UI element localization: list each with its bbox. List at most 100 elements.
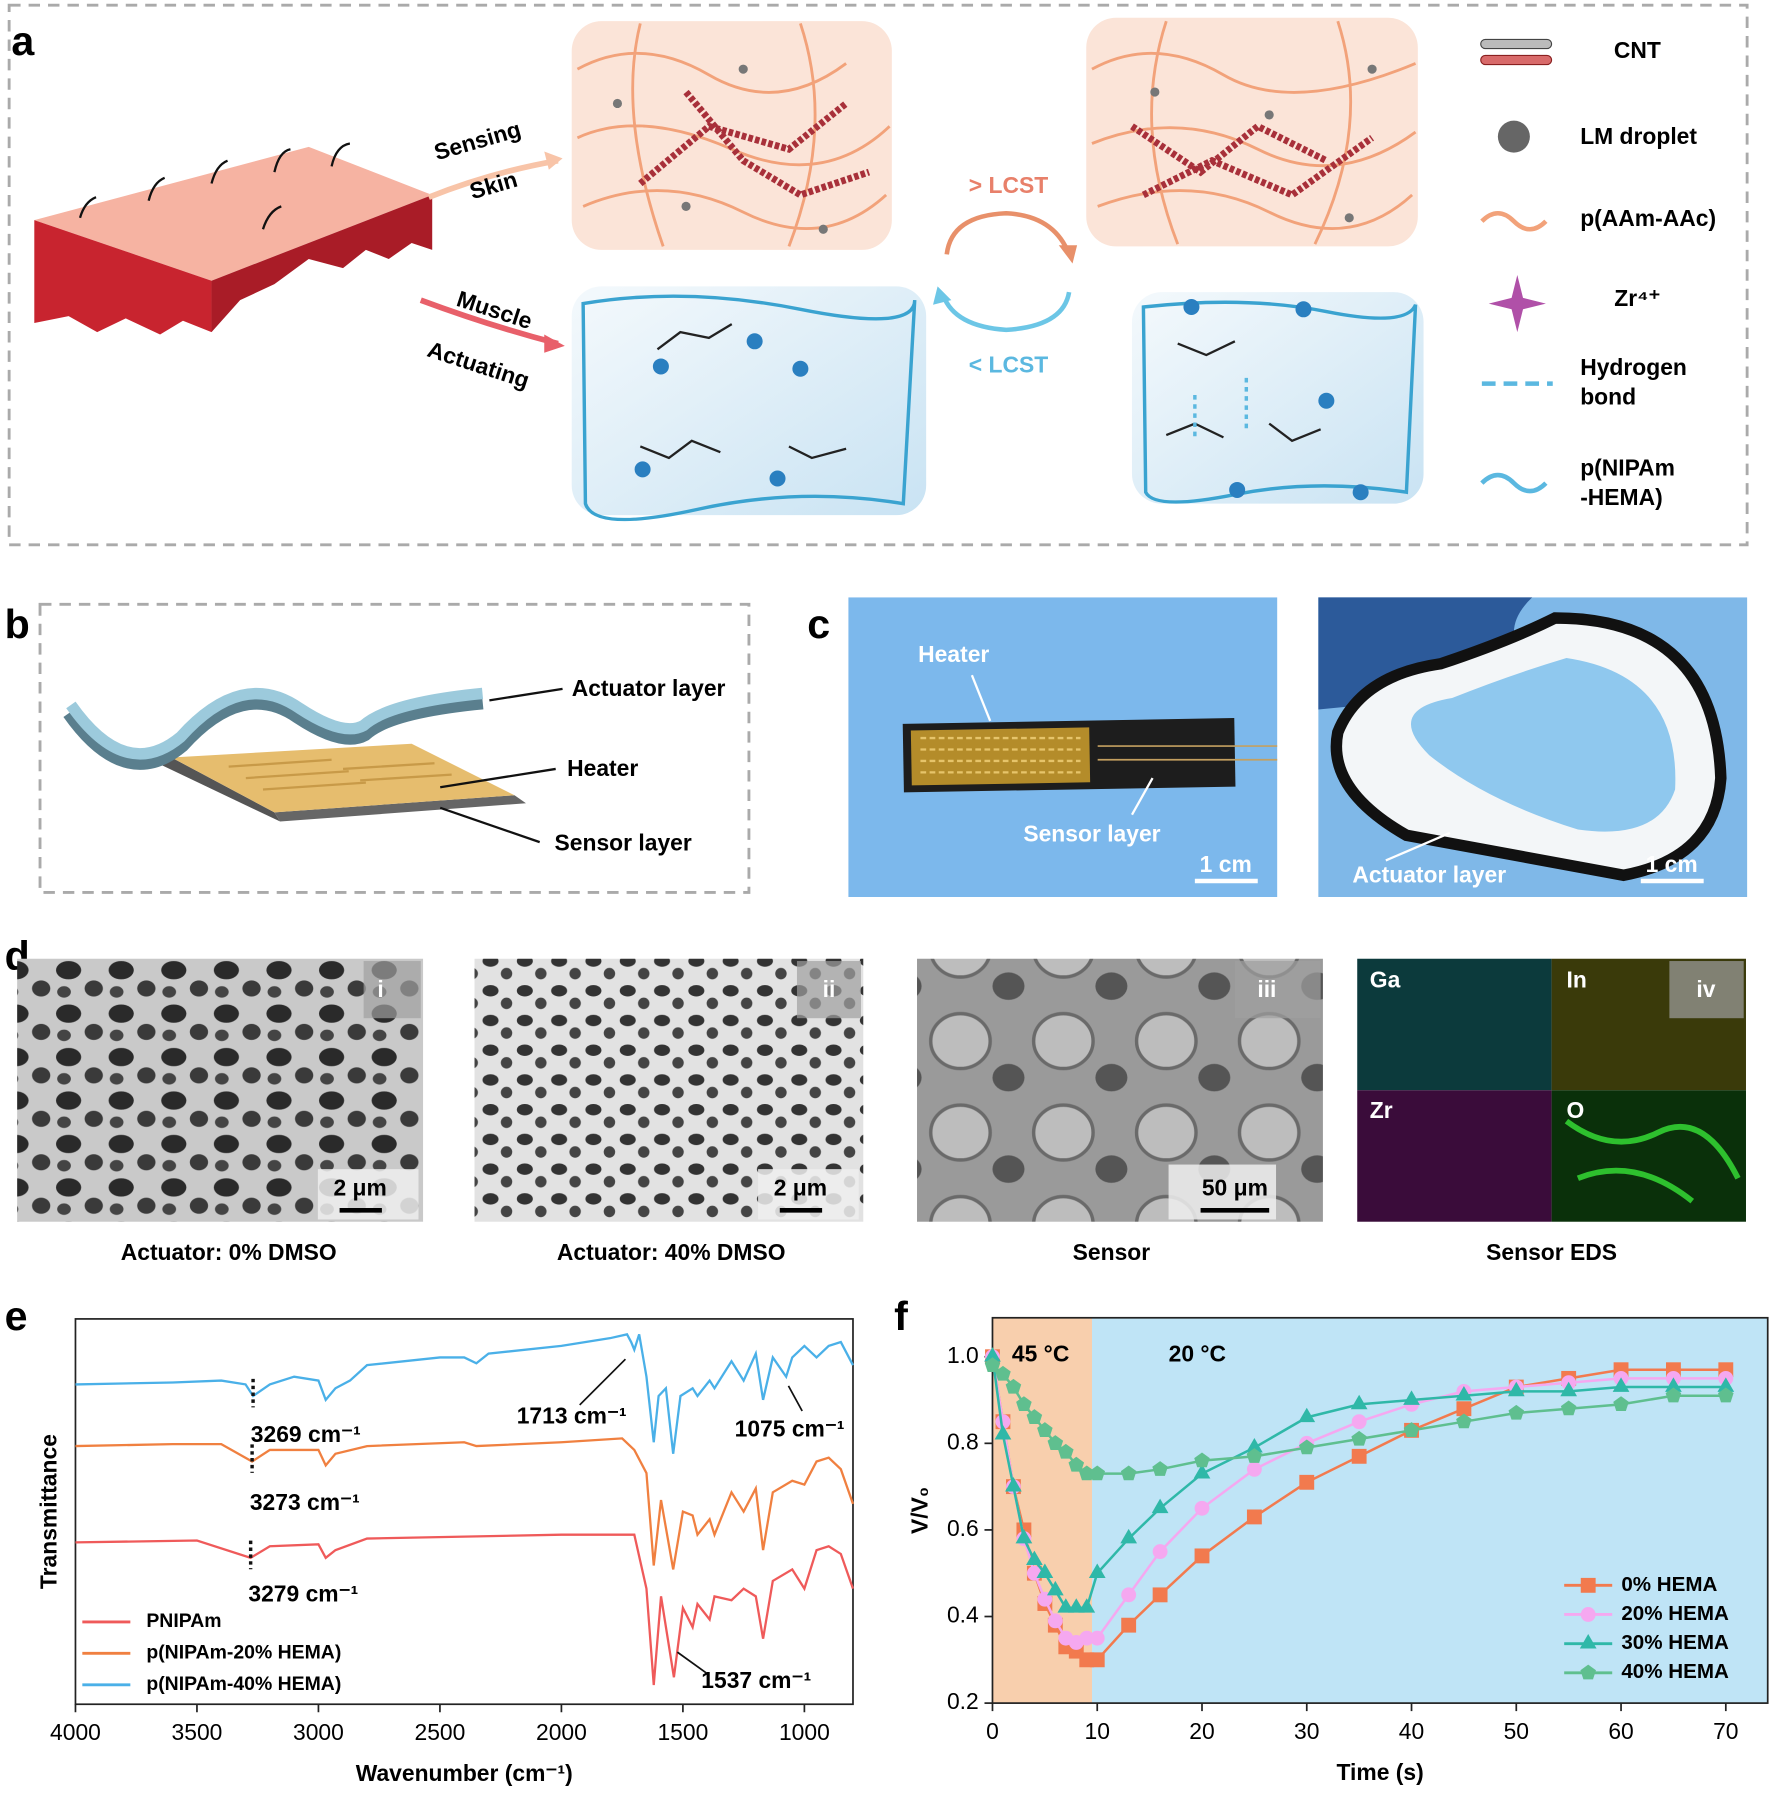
- molecules: [639, 323, 1322, 460]
- heater: [910, 727, 1091, 786]
- y-tick-label: 0.6: [947, 1515, 979, 1541]
- marker: [984, 1357, 1001, 1373]
- marker: [1121, 1617, 1137, 1633]
- marker: [1507, 1381, 1525, 1397]
- legend-label: p(AAm-AAc): [1580, 205, 1716, 231]
- marker: [1580, 1607, 1596, 1622]
- caption: Actuator: 40% DMSO: [557, 1239, 786, 1265]
- marker: [1036, 1563, 1054, 1579]
- caption: Sensor EDS: [1486, 1239, 1617, 1265]
- legend-icon: [1480, 472, 1548, 494]
- leader: [1385, 831, 1451, 862]
- marker: [1067, 1598, 1085, 1613]
- legend-label: 30% HEMA: [1621, 1631, 1729, 1654]
- sensing-arrow: [427, 157, 559, 200]
- sensor-layer: [274, 795, 526, 822]
- arrow-label: Sensing: [431, 116, 524, 166]
- marker: [1560, 1381, 1578, 1397]
- element-label: O: [1566, 1097, 1584, 1123]
- photo-label: Sensor layer: [1023, 820, 1160, 846]
- skin-top: [34, 146, 433, 281]
- actuator-layer: [66, 687, 484, 760]
- sem-index: iv: [1696, 976, 1715, 1002]
- element-label: Ga: [1370, 967, 1401, 993]
- annotation: 1075 cm⁻¹: [735, 1415, 845, 1441]
- x-tick-label: 60: [1608, 1718, 1633, 1744]
- scale-label: 1 cm: [1646, 851, 1698, 877]
- x-tick-label: 2000: [536, 1719, 587, 1745]
- transition-label: < LCST: [969, 351, 1048, 377]
- marker: [1016, 1396, 1032, 1411]
- photo-label: Heater: [918, 641, 989, 667]
- y-axis-title: V/V₀: [907, 1487, 933, 1534]
- marker: [1456, 1401, 1472, 1417]
- x-tick-label: 50: [1504, 1718, 1529, 1744]
- panel-labels: a b c d e f: [5, 18, 909, 1339]
- heating-arrow: [944, 210, 1072, 256]
- actuating-arrow: [419, 297, 559, 347]
- marker: [1350, 1394, 1368, 1410]
- legend-label: p(NIPAm-40% HEMA): [146, 1673, 341, 1695]
- marker: [1089, 1652, 1105, 1668]
- cnt: [638, 89, 1375, 199]
- legend-label: Hydrogen: [1580, 354, 1687, 380]
- marker: [1047, 1613, 1063, 1629]
- sem-index: ii: [823, 976, 836, 1002]
- marker: [995, 1414, 1011, 1430]
- marker: [1612, 1377, 1630, 1392]
- plot-frame: [74, 1318, 854, 1706]
- x-tick-label: 70: [1713, 1718, 1738, 1744]
- marker: [1246, 1437, 1263, 1453]
- marker: [1580, 1664, 1596, 1680]
- marker: [1298, 1439, 1315, 1455]
- layer-label: Actuator layer: [572, 675, 726, 701]
- marker: [1120, 1528, 1138, 1544]
- legend-icon: [1480, 210, 1548, 232]
- annotation-leader: [787, 1385, 803, 1412]
- marker: [1026, 1409, 1043, 1424]
- scale-label: 1 cm: [1200, 851, 1252, 877]
- marker: [1613, 1396, 1629, 1411]
- heater-trace: [228, 758, 452, 791]
- eds-map: [1357, 1090, 1552, 1222]
- panel-border: [38, 602, 751, 894]
- panel-label: f: [894, 1293, 908, 1339]
- x-tick-label: 1500: [657, 1719, 708, 1745]
- caption: Actuator: 0% DMSO: [121, 1239, 337, 1265]
- panel-c: Heater Sensor layer 1 cm Actuator layer …: [848, 597, 1748, 897]
- hairs: [78, 142, 351, 230]
- actuator-layer: [63, 691, 484, 770]
- y-tick-label: 0.4: [947, 1602, 979, 1628]
- legend-label: -HEMA): [1580, 484, 1663, 510]
- arrow-label: Actuating: [424, 336, 532, 393]
- marker: [1079, 1630, 1095, 1646]
- leader: [1130, 777, 1154, 816]
- marker: [1299, 1474, 1315, 1490]
- marker: [1057, 1598, 1075, 1613]
- annotation: 3279 cm⁻¹: [248, 1581, 358, 1607]
- arrow-head: [544, 334, 565, 353]
- actuator-network: [571, 286, 927, 516]
- marker: [1037, 1422, 1053, 1437]
- skin-side: [211, 194, 433, 333]
- x-tick-label: 4000: [50, 1719, 101, 1745]
- arrow-head: [1058, 245, 1078, 264]
- marker: [1456, 1413, 1472, 1429]
- marker: [1665, 1387, 1682, 1403]
- marker: [1194, 1452, 1210, 1468]
- panel-label: c: [807, 601, 830, 647]
- y-tick-label: 0.2: [947, 1688, 979, 1714]
- marker: [1078, 1598, 1096, 1613]
- annotation-leader: [579, 1358, 627, 1406]
- element-label: In: [1566, 967, 1586, 993]
- x-tick-label: 3500: [172, 1719, 223, 1745]
- series-line: [75, 1533, 855, 1686]
- polymer-chains: [581, 294, 1418, 522]
- y-tick-label: 1.0: [947, 1342, 979, 1368]
- transition-label: > LCST: [969, 172, 1048, 198]
- arrow-label: Skin: [467, 166, 521, 204]
- droplets: [612, 64, 1377, 234]
- legend-icon: [1480, 38, 1553, 50]
- marker: [1194, 1548, 1210, 1564]
- marker: [1120, 1465, 1137, 1481]
